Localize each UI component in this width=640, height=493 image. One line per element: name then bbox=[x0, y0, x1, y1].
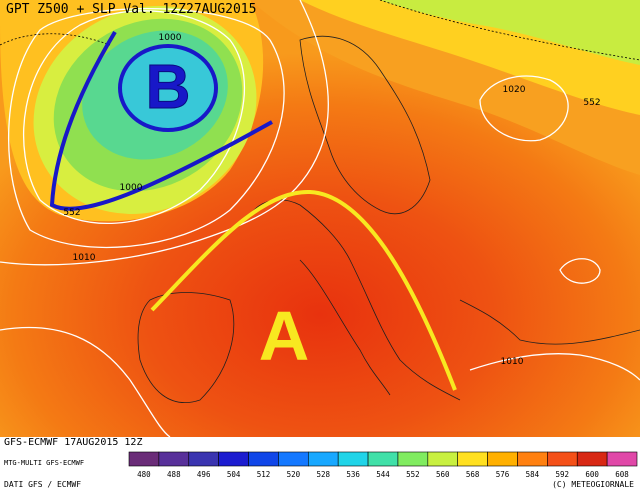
legend-label: 560 bbox=[436, 470, 450, 479]
trough-axis bbox=[49, 30, 273, 211]
legend-swatch bbox=[457, 451, 488, 467]
map: B A GPT Z500 + SLP Val. 12Z27AUG2015 bbox=[0, 0, 640, 438]
legend-swatch bbox=[397, 451, 429, 467]
legend-label: 600 bbox=[585, 470, 599, 479]
legend-label: 488 bbox=[167, 470, 181, 479]
legend-label: 552 bbox=[406, 470, 420, 479]
legend-label: 496 bbox=[197, 470, 211, 479]
legend-swatch bbox=[248, 451, 279, 467]
legend-swatch bbox=[576, 451, 608, 467]
legend-swatch bbox=[307, 451, 339, 467]
legend-swatch bbox=[367, 451, 399, 467]
legend-label: 544 bbox=[376, 470, 390, 479]
legend-swatch bbox=[547, 451, 578, 467]
legend-swatch bbox=[278, 451, 309, 467]
geopotential-line bbox=[0, 33, 111, 46]
legend-swatch bbox=[606, 451, 638, 467]
legend-swatch bbox=[427, 451, 459, 467]
contour-label: 552 bbox=[63, 208, 80, 218]
legend-label: 608 bbox=[615, 470, 629, 479]
contour-label: 1020 bbox=[503, 85, 526, 95]
credit: (C) METEOGIORNALE bbox=[552, 480, 634, 489]
contour-label: 1010 bbox=[501, 357, 524, 367]
geopotential-line bbox=[379, 0, 640, 61]
legend-label: 584 bbox=[526, 470, 540, 479]
low-pressure-label: B bbox=[146, 53, 191, 122]
data-source: DATI GFS / ECMWF bbox=[4, 480, 81, 489]
legend-label: 480 bbox=[137, 470, 151, 479]
legend-label: 520 bbox=[287, 470, 301, 479]
map-title: GPT Z500 + SLP Val. 12Z27AUG2015 bbox=[6, 2, 256, 17]
model-name: MTG-MULTI GFS-ECMWF bbox=[4, 459, 84, 467]
legend-swatch bbox=[188, 451, 219, 467]
ridge-axis bbox=[150, 189, 457, 391]
legend-swatch bbox=[337, 451, 369, 467]
contour-label: 1000 bbox=[159, 33, 182, 43]
coastlines bbox=[137, 35, 640, 403]
legend-label: 536 bbox=[346, 470, 360, 479]
isobars bbox=[0, 0, 640, 437]
contour-label: 1010 bbox=[73, 253, 96, 263]
legend-swatch bbox=[487, 451, 518, 467]
contour-label: 552 bbox=[583, 98, 600, 108]
legend-swatch bbox=[158, 451, 190, 467]
legend-label: 576 bbox=[496, 470, 510, 479]
green-band bbox=[380, 0, 640, 65]
high-pressure-label: A bbox=[259, 297, 310, 375]
legend-label: 504 bbox=[227, 470, 241, 479]
contour-labels: 1000 1000 552 1010 1020 552 1010 bbox=[63, 33, 600, 367]
low-circle bbox=[118, 44, 218, 132]
footer: GFS-ECMWF 17AUG2015 12Z MTG-MULTI GFS-EC… bbox=[4, 437, 634, 489]
legend-label: 592 bbox=[556, 470, 570, 479]
legend-label: 528 bbox=[316, 470, 330, 479]
legend-swatch bbox=[218, 451, 249, 467]
contour-label: 1000 bbox=[120, 183, 143, 193]
legend-swatch bbox=[128, 451, 160, 467]
trough-core bbox=[120, 48, 216, 128]
legend-label: 568 bbox=[466, 470, 480, 479]
legend-label: 512 bbox=[257, 470, 271, 479]
model-run: GFS-ECMWF 17AUG2015 12Z bbox=[4, 437, 142, 448]
legend-swatch bbox=[517, 451, 548, 467]
color-legend: 480 488 496 504 512 520 528 536 544 552 560 568 576 5… bbox=[128, 451, 638, 479]
